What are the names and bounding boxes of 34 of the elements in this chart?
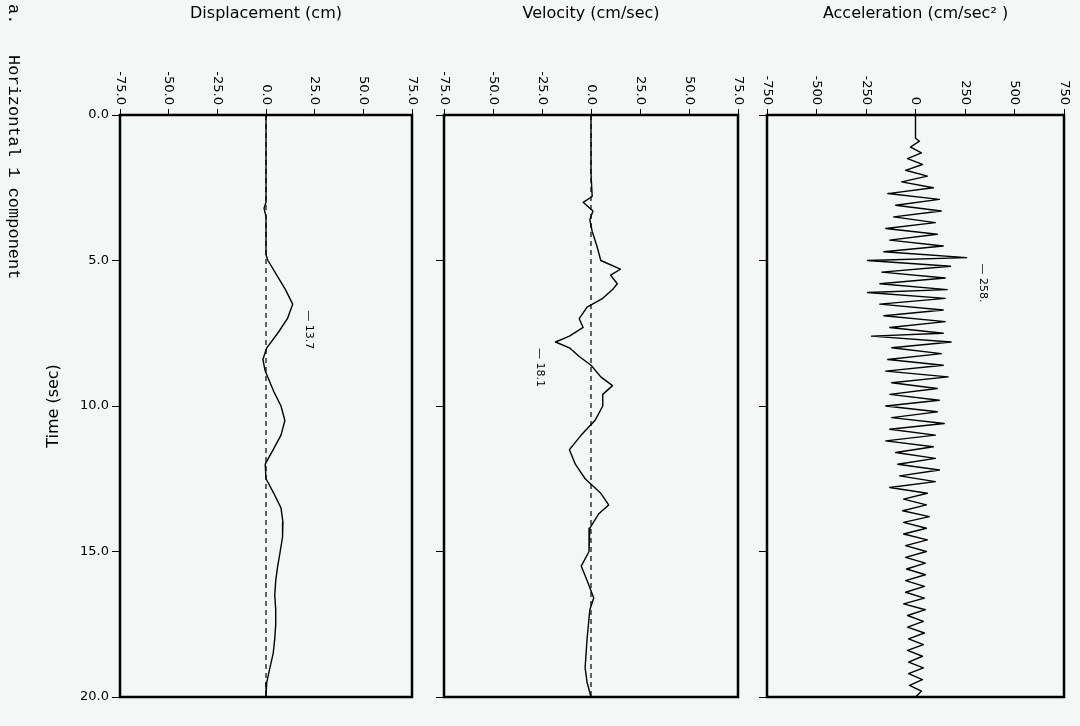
annotation: — 13.7 [302, 310, 316, 350]
annotation: — 18.1 [533, 347, 547, 387]
x-tick-label: -75.0 [113, 71, 129, 105]
x-tick-label: 50.0 [356, 76, 372, 105]
x-tick-label: -50.0 [162, 71, 178, 105]
x-tick-label: 25.0 [633, 76, 649, 105]
x-tick-label: 0.0 [584, 84, 600, 105]
x-axis-title: Velocity (cm/sec) [522, 2, 660, 22]
x-tick-label: 500 [1008, 80, 1024, 105]
x-tick-label: -25.0 [210, 71, 226, 105]
annotation: — 258. [976, 263, 990, 303]
x-tick-label: -750 [760, 75, 776, 105]
x-tick-label: -250 [859, 75, 875, 105]
x-tick-label: 750 [1057, 80, 1073, 105]
text: a. Horizontal 1 component [4, 4, 23, 280]
x-tick-label: 25.0 [308, 76, 324, 105]
x-tick-label: 75.0 [731, 76, 747, 105]
x-tick-label: -25.0 [535, 71, 551, 105]
x-tick-label: 75.0 [405, 76, 421, 105]
y-axis-title: Time (sec) [42, 364, 62, 449]
y-tick-label: 20.0 [80, 688, 109, 704]
x-axis-title: Acceleration (cm/sec² ) [822, 2, 1009, 22]
x-tick-label: -50.0 [486, 71, 502, 105]
x-tick-label: 0.0 [259, 84, 275, 105]
x-tick-label: 50.0 [682, 76, 698, 105]
x-tick-label: -75.0 [437, 71, 453, 105]
y-tick-label: 15.0 [80, 542, 109, 558]
y-tick-label: 5.0 [88, 251, 109, 267]
x-tick-label: 0 [909, 96, 925, 105]
y-tick-label: 10.0 [80, 397, 109, 413]
x-tick-label: 250 [958, 80, 974, 105]
x-axis-title: Displacement (cm) [190, 2, 342, 22]
x-tick-label: -500 [810, 75, 826, 105]
y-tick-label: 0.0 [88, 106, 109, 122]
